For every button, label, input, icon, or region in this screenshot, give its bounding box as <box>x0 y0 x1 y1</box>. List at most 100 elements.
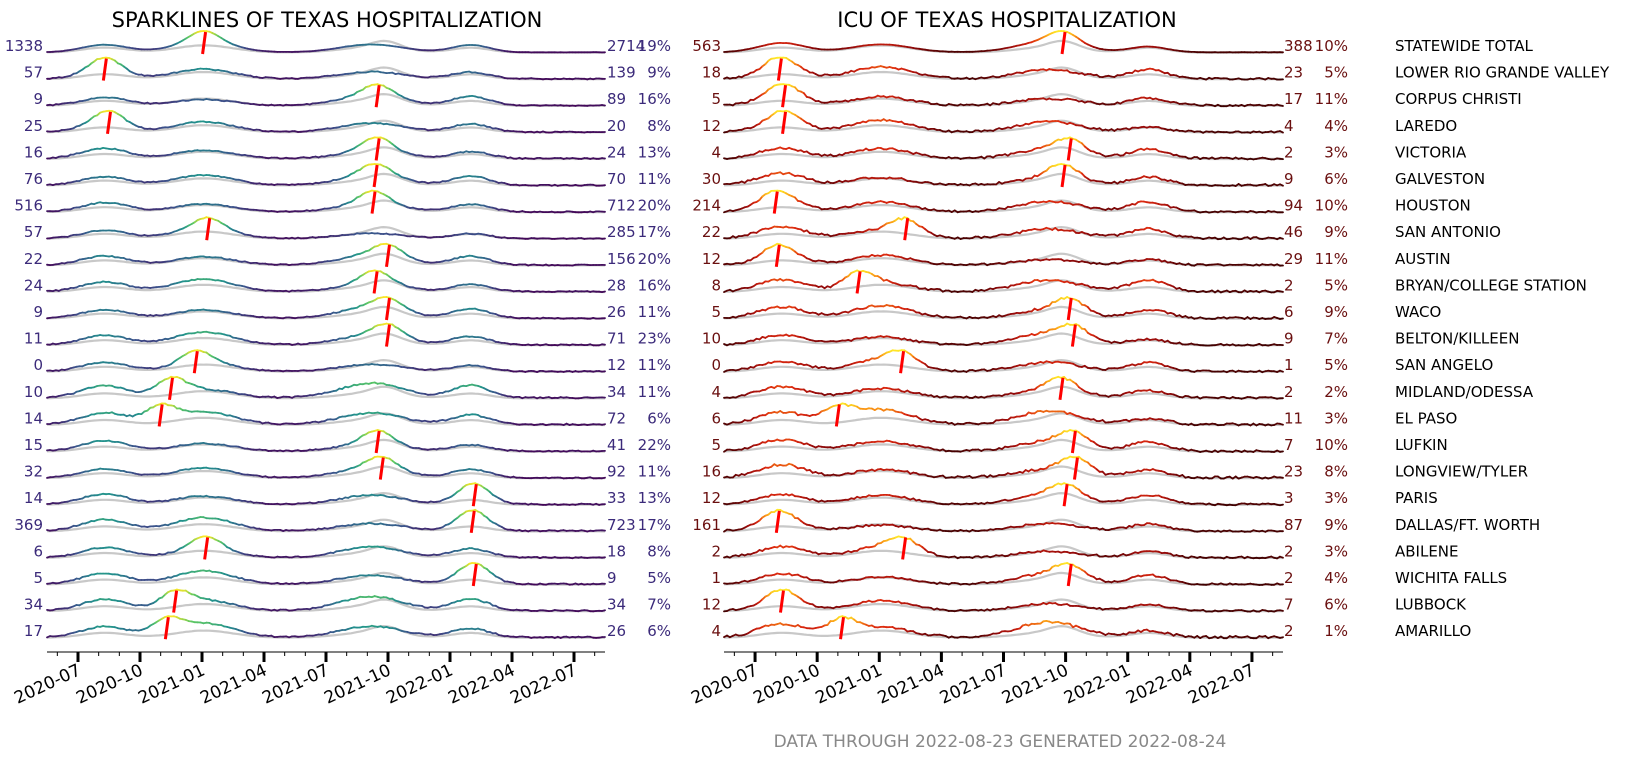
hosp-percent-value: 16% <box>638 90 671 108</box>
region-label: HOUSTON <box>1395 197 1471 215</box>
icu-percent-value: 10% <box>1315 197 1348 215</box>
icu-current-value: 29 <box>1284 250 1303 268</box>
icu-panel-title: ICU OF TEXAS HOSPITALIZATION <box>837 8 1176 32</box>
hosp-min-value: 76 <box>24 170 43 188</box>
hosp-current-value: 20 <box>607 117 626 135</box>
region-label: SAN ANTONIO <box>1395 223 1501 241</box>
row-5: 76 70 11% 30 9 6% GALVESTON <box>24 163 1485 188</box>
icu-sparkline-segment-5 <box>1279 183 1284 187</box>
icu-min-value: 8 <box>711 276 721 294</box>
hosp-percent-value: 8% <box>647 117 671 135</box>
icu-min-value: 12 <box>702 250 721 268</box>
hosp-current-value: 28 <box>607 276 626 294</box>
hosp-percent-value: 23% <box>638 330 671 348</box>
icu-percent-value: 11% <box>1315 250 1348 268</box>
row-11: 11 71 23% 10 9 7% BELTON/KILLEEN <box>24 322 1519 348</box>
hosp-min-value: 9 <box>33 303 43 321</box>
icu-sparkline-segment-7 <box>1279 236 1284 240</box>
hosp-percent-value: 20% <box>638 197 671 215</box>
icu-min-value: 5 <box>711 303 721 321</box>
icu-reference-line-2 <box>724 92 1283 107</box>
icu-min-value: 563 <box>692 37 721 55</box>
icu-current-value: 6 <box>1284 303 1294 321</box>
region-label: BRYAN/COLLEGE STATION <box>1395 276 1587 294</box>
icu-current-value: 94 <box>1284 197 1303 215</box>
hosp-current-value: 156 <box>607 250 636 268</box>
icu-current-value: 2 <box>1284 143 1294 161</box>
hosp-peak-marker-11 <box>385 324 391 347</box>
region-label: BELTON/KILLEEN <box>1395 330 1519 348</box>
hosp-current-value: 71 <box>607 330 626 348</box>
hosp-peak-marker-8 <box>385 244 391 268</box>
hospitalization-panel-title: SPARKLINES OF TEXAS HOSPITALIZATION <box>112 8 543 32</box>
hosp-percent-value: 16% <box>638 276 671 294</box>
hosp-current-value: 2714 <box>607 37 645 55</box>
hosp-peak-marker-0 <box>201 31 208 55</box>
icu-percent-value: 11% <box>1315 90 1348 108</box>
icu-current-value: 46 <box>1284 223 1303 241</box>
hosp-current-value: 285 <box>607 223 636 241</box>
icu-percent-value: 10% <box>1315 37 1348 55</box>
hosp-peak-marker-6 <box>370 191 377 214</box>
hosp-min-value: 22 <box>24 250 43 268</box>
icu-reference-line-6 <box>724 199 1283 214</box>
icu-current-value: 388 <box>1284 37 1313 55</box>
icu-peak-marker-3 <box>781 111 788 135</box>
icu-peak-marker-0 <box>1060 31 1067 55</box>
row-2: 9 89 16% 5 17 11% CORPUS CHRISTI <box>33 83 1522 108</box>
icu-sparkline-segment-2 <box>1279 104 1284 107</box>
icu-percent-value: 5% <box>1324 356 1348 374</box>
row-8: 22 156 20% 12 29 11% AUSTIN <box>24 242 1451 268</box>
row-4: 16 24 13% 4 2 3% VICTORIA <box>24 136 1467 161</box>
region-label: CORPUS CHRISTI <box>1395 90 1522 108</box>
icu-percent-value: 5% <box>1324 64 1348 82</box>
icu-min-value: 4 <box>711 143 721 161</box>
row-6: 516 712 20% 214 94 10% HOUSTON <box>14 189 1471 215</box>
row-7: 57 285 17% 22 46 9% SAN ANTONIO <box>24 216 1501 241</box>
icu-current-value: 2 <box>1284 276 1294 294</box>
icu-percent-value: 9% <box>1324 223 1348 241</box>
icu-min-value: 22 <box>702 223 721 241</box>
hosp-reference-line-2 <box>47 92 605 107</box>
icu-current-value: 17 <box>1284 90 1303 108</box>
icu-current-value: 4 <box>1284 117 1294 135</box>
hosp-current-value: 139 <box>607 64 636 82</box>
hosp-percent-value: 11% <box>638 356 671 374</box>
hosp-current-value: 24 <box>607 143 626 161</box>
region-label: GALVESTON <box>1395 170 1485 188</box>
hosp-percent-value: 13% <box>638 143 671 161</box>
hosp-percent-value: 9% <box>647 64 671 82</box>
hosp-current-value: 70 <box>607 170 626 188</box>
hosp-peak-marker-7 <box>205 217 212 241</box>
hosp-peak-marker-3 <box>106 111 112 135</box>
hosp-peak-marker-5 <box>372 164 379 188</box>
icu-peak-marker-11 <box>1070 324 1077 347</box>
region-label: LOWER RIO GRANDE VALLEY <box>1395 64 1610 82</box>
icu-peak-marker-6 <box>772 191 779 214</box>
hosp-min-value: 25 <box>24 117 43 135</box>
icu-min-value: 10 <box>702 330 721 348</box>
hosp-current-value: 712 <box>607 197 636 215</box>
icu-reference-line-7 <box>724 225 1283 240</box>
icu-peak-marker-2 <box>781 84 788 108</box>
hosp-peak-marker-1 <box>101 58 108 81</box>
region-label: STATEWIDE TOTAL <box>1395 37 1534 55</box>
icu-min-value: 0 <box>711 356 721 374</box>
icu-percent-value: 5% <box>1324 276 1348 294</box>
icu-peak-marker-4 <box>1066 138 1073 161</box>
icu-peak-marker-9 <box>855 271 862 294</box>
icu-percent-value: 3% <box>1324 143 1348 161</box>
hosp-reference-line-1 <box>47 66 605 81</box>
hosp-peak-marker-12 <box>192 350 199 374</box>
row-12: 0 12 11% 0 1 5% SAN ANGELO <box>33 349 1493 374</box>
hosp-min-value: 516 <box>14 197 43 215</box>
icu-min-value: 30 <box>702 170 721 188</box>
hosp-current-value: 89 <box>607 90 626 108</box>
icu-percent-value: 7% <box>1324 330 1348 348</box>
hosp-percent-value: 19% <box>638 37 671 55</box>
hosp-peak-marker-9 <box>372 271 379 294</box>
hosp-min-value: 0 <box>33 356 43 374</box>
hosp-min-value: 9 <box>33 90 43 108</box>
region-label: AUSTIN <box>1395 250 1451 268</box>
